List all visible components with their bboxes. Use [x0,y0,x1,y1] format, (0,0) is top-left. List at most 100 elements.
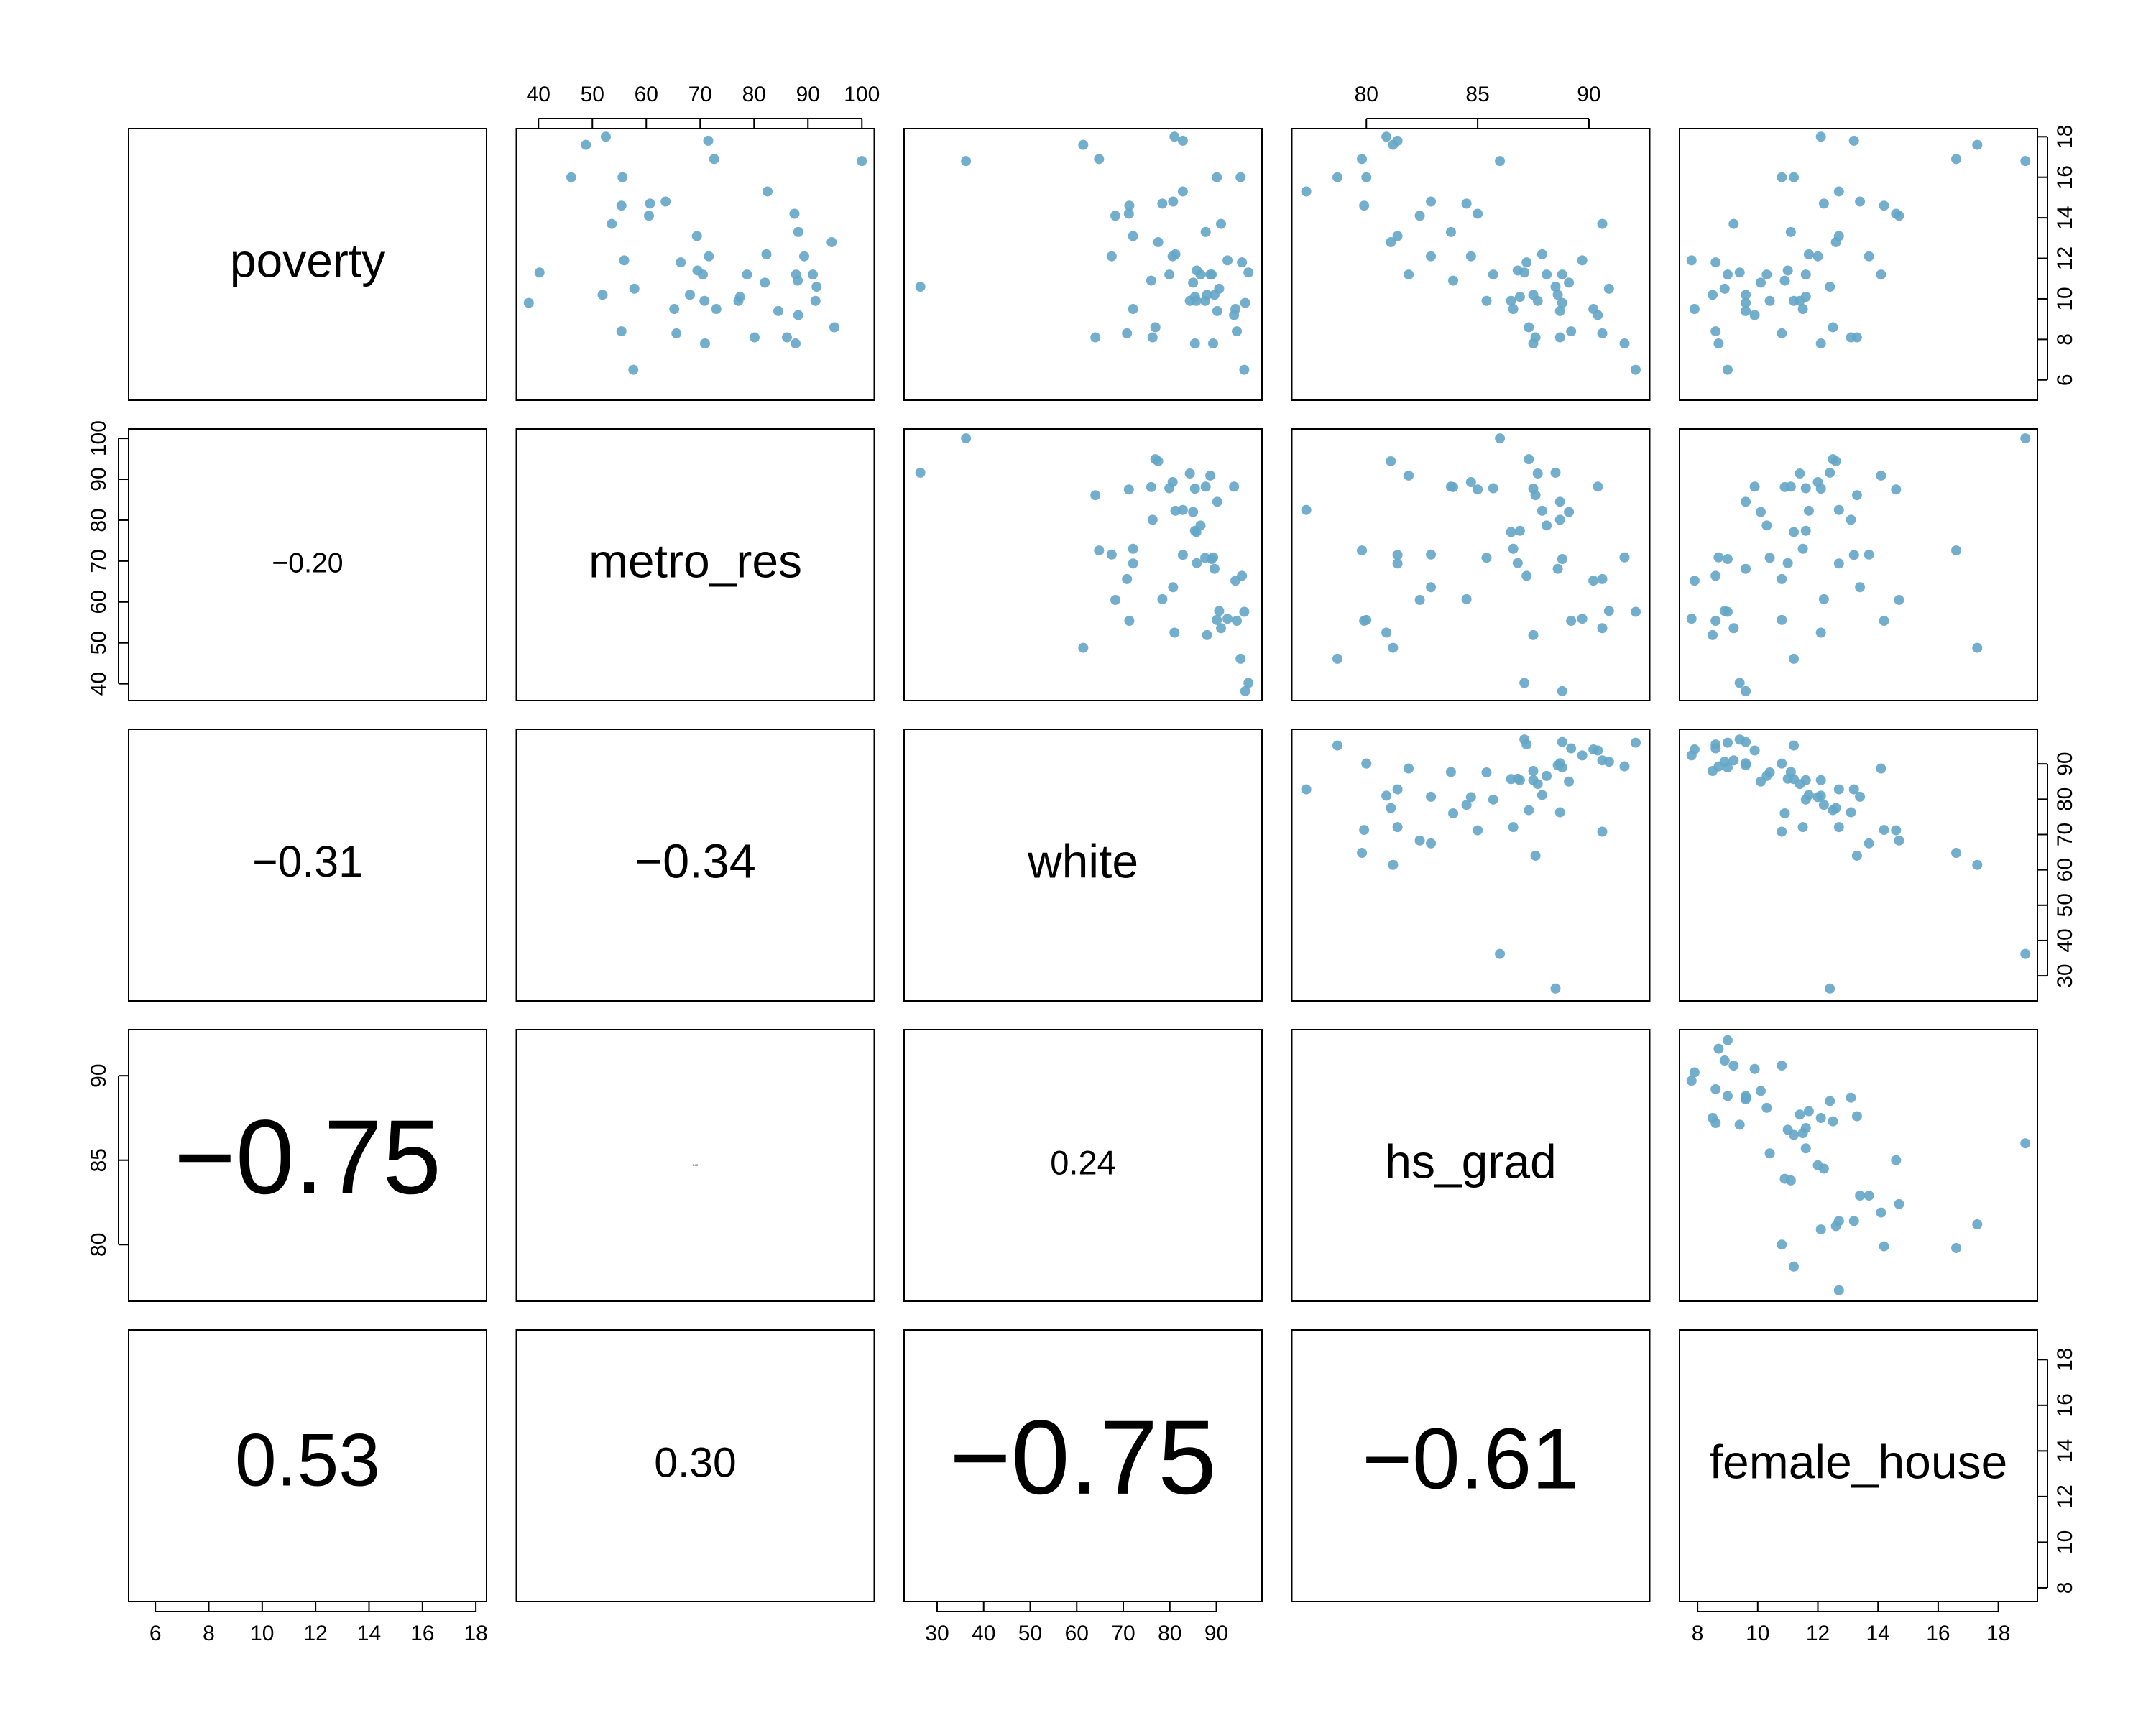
point [1710,743,1721,754]
point [1392,550,1403,560]
point [1554,305,1565,316]
point [1741,297,1751,308]
point [1146,275,1156,286]
y-tick-label: 50 [87,631,111,655]
y-tick-label: 70 [2053,823,2077,846]
point [1782,265,1793,276]
point [1713,338,1724,349]
point [789,208,800,219]
point [1426,196,1437,207]
x-tick-label: 80 [1158,1622,1181,1645]
point [1177,135,1188,146]
point [1465,251,1476,262]
point [1797,543,1808,554]
point [1848,550,1859,560]
point [1150,322,1161,333]
point [1110,594,1121,605]
point [1495,156,1506,167]
point [1755,776,1766,787]
point [1169,131,1180,142]
y-tick-label: 90 [87,467,111,491]
point [1512,265,1523,276]
point [644,211,654,221]
point [699,295,710,306]
point [1789,295,1800,306]
point [1833,186,1844,197]
point [1488,269,1498,280]
point [566,172,576,182]
y-tick-label: 12 [2053,1484,2077,1508]
point [1537,505,1547,516]
point [1481,767,1492,777]
point [1205,470,1216,481]
point [1128,543,1138,554]
point [1235,172,1246,182]
point [1530,332,1541,343]
panel-frame [903,1329,1263,1602]
point [1495,433,1506,444]
point [1630,364,1641,375]
point [1846,1092,1856,1103]
point [597,290,608,300]
point [1361,758,1372,769]
point [1741,1094,1751,1105]
point [1205,269,1216,280]
point [616,200,627,211]
point [1530,850,1541,861]
point [1521,257,1532,268]
point [1588,304,1599,315]
point [581,139,591,150]
point [1542,520,1552,531]
point [1879,200,1889,211]
point [1550,282,1561,292]
y-tick-label: 16 [2053,1393,2077,1417]
point [628,364,639,375]
panel-frame [903,428,1263,701]
point [811,282,822,292]
point [1357,154,1368,165]
correlation-label: −0.61 [1362,1412,1580,1507]
point [1779,275,1790,286]
point [1855,582,1866,593]
point [1448,275,1459,286]
point [1722,364,1733,375]
point [1828,322,1838,333]
point [1508,304,1519,315]
point [1189,338,1200,349]
point [1828,1116,1838,1127]
point [1230,576,1241,586]
point [619,255,630,266]
point [1879,1241,1889,1252]
point [791,338,801,349]
point [793,310,803,320]
x-tick-label: 16 [410,1622,434,1645]
point [1146,481,1156,492]
point [1741,563,1751,574]
variable-name: hs_grad [1385,1135,1557,1188]
panel-frame [1679,1029,2038,1302]
panel-frame [128,428,487,701]
point [1708,290,1718,300]
point [1879,615,1889,626]
point [1381,627,1392,638]
point [1777,614,1787,625]
point [1537,249,1547,259]
point [1150,454,1161,465]
point [1894,835,1904,846]
point [1170,249,1181,259]
point [1566,615,1577,626]
y-tick-label: 70 [87,549,111,573]
x-tick-label: 6 [149,1622,162,1645]
point [1864,1191,1874,1201]
point [1603,283,1614,294]
point [1833,1216,1844,1226]
point [1388,642,1399,653]
correlation-label: −0.34 [635,836,756,889]
point [1177,550,1188,560]
point [617,172,628,182]
point [761,249,772,259]
x-tick-label: 18 [464,1622,487,1645]
point [1381,131,1392,142]
point [1508,543,1519,554]
point [1777,1061,1787,1071]
